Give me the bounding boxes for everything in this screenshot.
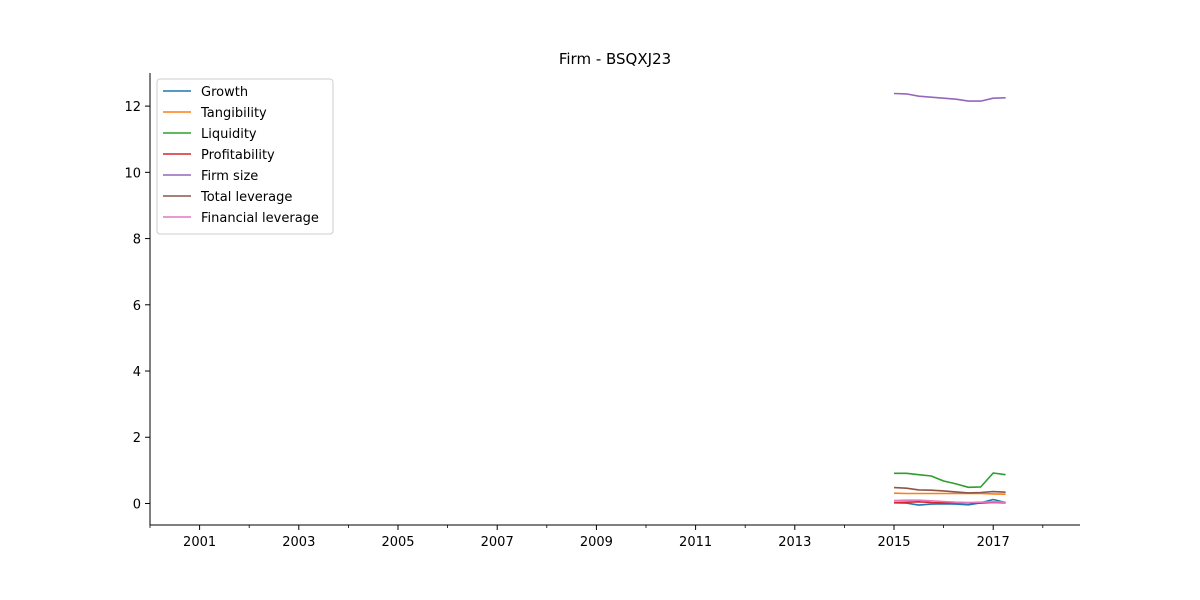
legend-label-growth: Growth: [201, 85, 248, 100]
series-line-liquidity: [894, 472, 1006, 489]
axes: 2001 2003 2005 2007 2009 2011 2013 2015 2017 0 2 4 6…: [124, 73, 1080, 550]
series-line-growth: [893, 498, 1006, 506]
y-tick-label: 12: [124, 100, 141, 115]
x-tick-label: 2005: [381, 535, 414, 550]
legend-label-firm-size: Firm size: [201, 169, 258, 184]
series-line-financial-leverage: [893, 499, 1006, 504]
y-tick-label: 8: [133, 233, 141, 248]
legend-label-liquidity: Liquidity: [201, 127, 257, 142]
series-line-total-leverage: [893, 486, 1006, 494]
x-tick-label: 2007: [481, 535, 514, 550]
x-tick-label: 2003: [282, 535, 315, 550]
series-line-firm-size: [893, 92, 1006, 102]
plot-lines: [893, 92, 1006, 506]
y-tick-label: 0: [133, 497, 141, 512]
x-tick-label: 2011: [679, 535, 712, 550]
x-tick-label: 2009: [580, 535, 613, 550]
y-tick-label: 4: [133, 365, 141, 380]
y-tick-label: 10: [124, 166, 141, 181]
x-tick-label: 2017: [977, 535, 1010, 550]
x-tick-label: 2001: [183, 535, 216, 550]
x-tick-label: 2013: [778, 535, 811, 550]
legend-label-profitability: Profitability: [201, 148, 275, 163]
chart-title: Firm - BSQXJ23: [559, 50, 671, 68]
legend-label-tangibility: Tangibility: [200, 106, 267, 121]
legend-label-financial-leverage: Financial leverage: [201, 211, 319, 226]
series-line-tangibility: [893, 492, 1006, 495]
legend: Growth Tangibility Liquidity Profitability F…: [156, 78, 334, 235]
x-tick-label: 2015: [877, 535, 910, 550]
legend-box: [156, 78, 334, 235]
y-tick-label: 6: [133, 299, 141, 314]
y-tick-label: 2: [133, 431, 141, 446]
legend-label-total-leverage: Total leverage: [200, 190, 292, 205]
